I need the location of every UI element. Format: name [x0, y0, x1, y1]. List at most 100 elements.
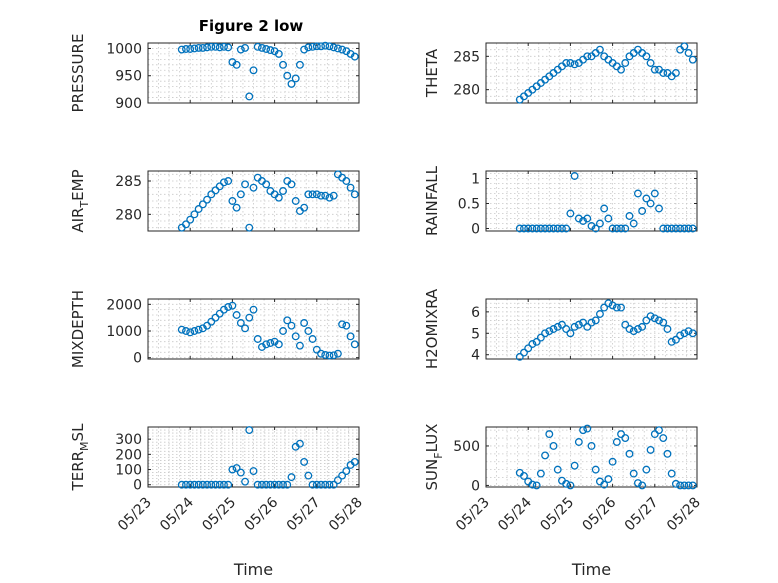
data-point [300, 319, 309, 327]
data-point [287, 321, 296, 330]
data-point [524, 224, 533, 233]
data-point [317, 349, 325, 358]
data-point [574, 214, 583, 223]
data-point [587, 441, 596, 450]
data-point [638, 481, 647, 490]
data-point [642, 194, 651, 203]
data-point [308, 335, 317, 343]
data-point [236, 468, 245, 477]
data-point [558, 224, 566, 233]
data-point [579, 426, 588, 435]
data-point [520, 471, 528, 480]
data-point [566, 329, 575, 338]
data-point [182, 327, 190, 335]
data-point [283, 480, 292, 489]
data-point [186, 480, 195, 489]
data-point [203, 480, 212, 489]
data-point [190, 44, 199, 53]
data-point [317, 480, 325, 489]
data-point [308, 480, 317, 489]
data-point [215, 309, 224, 318]
y-tick-label: 950 [115, 69, 142, 85]
data-point [612, 438, 621, 446]
data-point [612, 224, 621, 233]
data-point [325, 480, 334, 489]
y-tick-label: 100 [115, 463, 142, 479]
data-point [253, 42, 262, 51]
data-point [655, 426, 663, 435]
y-tick-label: 1000 [106, 324, 142, 340]
data-point [667, 224, 676, 233]
data-point [224, 303, 233, 311]
data-point [207, 317, 216, 326]
data-point [194, 325, 203, 334]
data-point [194, 480, 203, 489]
data-point [312, 345, 321, 354]
data-point [279, 187, 287, 195]
data-point [333, 476, 342, 485]
data-point [633, 479, 642, 488]
data-point [650, 430, 659, 439]
data-point [241, 477, 250, 486]
data-point [321, 480, 330, 489]
data-point [232, 60, 241, 69]
data-point [295, 60, 304, 69]
data-point [583, 52, 592, 61]
data-point [262, 340, 271, 349]
data-point [198, 43, 207, 52]
data-point [211, 42, 220, 51]
data-point [520, 348, 528, 357]
data-point [549, 325, 558, 333]
data-point [249, 183, 258, 192]
data-point [186, 328, 195, 337]
data-point [211, 313, 220, 322]
subplot-pressure: 900 950 1000 PRESSURE [69, 34, 360, 112]
data-point [190, 327, 199, 335]
data-point [680, 224, 689, 233]
data-point [612, 303, 621, 312]
data-point [638, 207, 647, 215]
data-point [545, 430, 554, 439]
data-point [625, 449, 634, 458]
y-axis-label: AIRTEMP [69, 169, 91, 232]
data-point [304, 471, 313, 480]
data-point [570, 461, 579, 470]
data-point [579, 217, 588, 225]
data-point [553, 465, 562, 474]
data-point [671, 335, 680, 344]
data-point [304, 43, 313, 52]
data-point [312, 480, 321, 489]
data-point [545, 327, 554, 336]
data-point [587, 318, 596, 327]
data-point [553, 322, 562, 331]
data-point [300, 457, 309, 466]
data-point [625, 212, 634, 220]
data-point [279, 480, 287, 489]
data-point [317, 42, 325, 51]
data-point [591, 224, 600, 233]
data-point [182, 220, 190, 229]
data-point [333, 44, 342, 53]
data-point [253, 480, 262, 489]
data-point [266, 46, 275, 55]
data-point [262, 480, 271, 489]
data-point [591, 465, 600, 474]
data-point [676, 331, 685, 340]
data-point [228, 197, 237, 205]
data-point [688, 481, 697, 490]
data-point [536, 224, 545, 233]
data-point [329, 191, 338, 200]
data-point [198, 200, 207, 209]
data-point [350, 190, 359, 199]
data-point [671, 479, 680, 488]
y-axis-label: SUNFLUX [423, 424, 445, 491]
data-point [528, 224, 537, 233]
data-point [333, 349, 342, 358]
data-point [291, 197, 300, 205]
data-point [274, 49, 283, 58]
data-point [549, 224, 558, 233]
data-point [342, 177, 351, 185]
data-point [684, 481, 693, 490]
y-tick-label: 285 [453, 49, 480, 65]
y-tick-label: 1000 [106, 41, 142, 57]
